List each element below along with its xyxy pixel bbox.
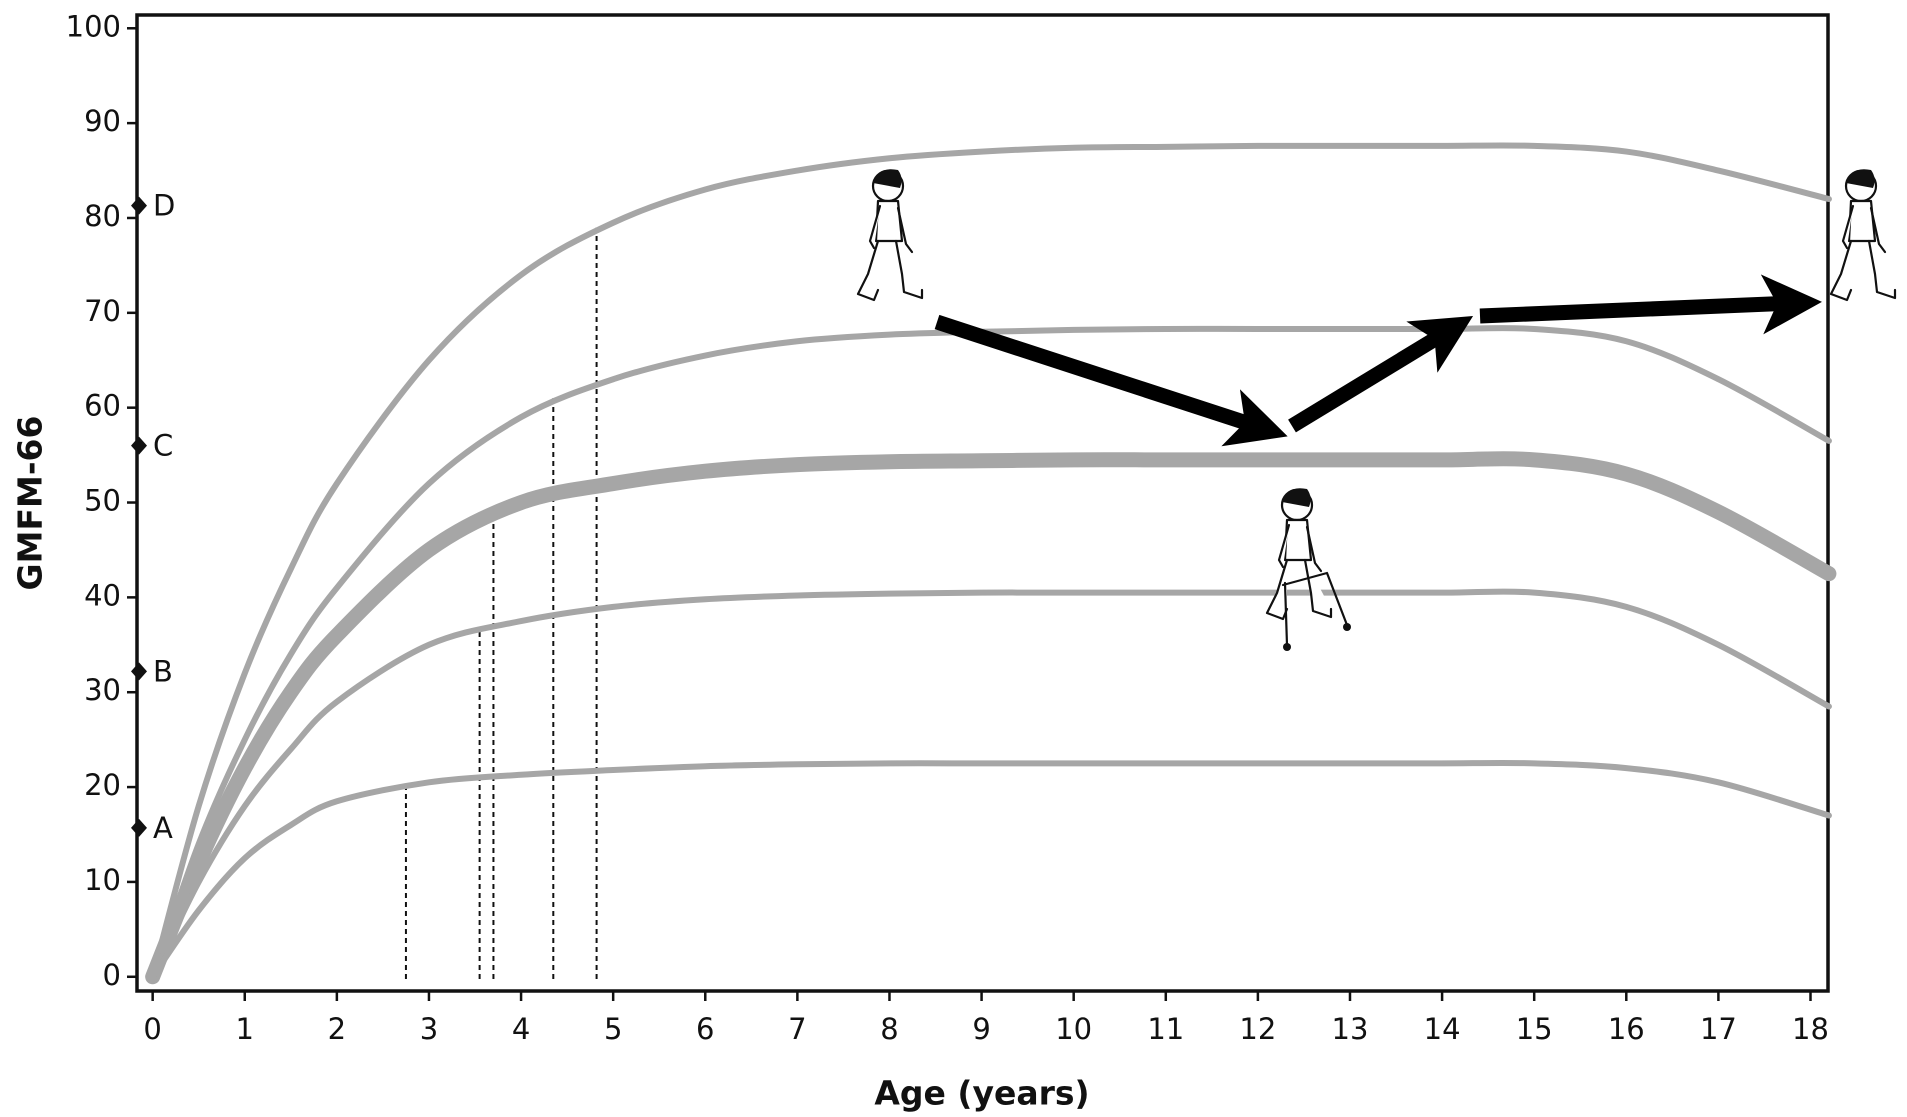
y-tick-label: 70 [84, 294, 121, 328]
y-tick-label: 40 [84, 578, 121, 612]
curve [153, 459, 1829, 977]
level-marker-label: A [153, 811, 173, 845]
curve [153, 763, 1829, 977]
y-tick-label: 10 [84, 863, 121, 897]
x-tick-label: 4 [512, 1012, 530, 1046]
trajectory-arrows [937, 303, 1795, 428]
x-tick-label: 13 [1332, 1012, 1369, 1046]
level-marker [131, 662, 147, 680]
level-marker [131, 819, 147, 837]
walker-aid-figure [1267, 488, 1351, 651]
x-tick-label: 18 [1792, 1012, 1829, 1046]
x-tick-label: 1 [236, 1012, 254, 1046]
y-tick-label: 60 [84, 389, 121, 423]
y-tick-label: 80 [84, 199, 121, 233]
level-marker-label: C [153, 429, 173, 463]
y-tick-label: 0 [103, 958, 121, 992]
walking-figure [858, 169, 922, 300]
x-tick-label: 9 [972, 1012, 990, 1046]
y-tick-label: 20 [84, 768, 121, 802]
y-tick-label: 30 [84, 673, 121, 707]
level-marker-label: B [153, 654, 173, 688]
x-tick-label: 7 [788, 1012, 806, 1046]
y-tick-label: 100 [66, 9, 121, 43]
x-tick-label: 5 [604, 1012, 622, 1046]
x-tick-label: 11 [1147, 1012, 1184, 1046]
level-marker [131, 197, 147, 215]
y-tick-label: 90 [84, 104, 121, 138]
walking-figure [1831, 169, 1895, 300]
x-tick-label: 8 [880, 1012, 898, 1046]
x-tick-label: 17 [1700, 1012, 1737, 1046]
x-tick-label: 3 [420, 1012, 438, 1046]
arrow [1480, 303, 1795, 316]
y-axis-title: GMFM-66 [11, 416, 50, 591]
x-tick-label: 12 [1239, 1012, 1276, 1046]
plot-frame [137, 15, 1828, 991]
x-tick-label: 6 [696, 1012, 714, 1046]
level-marker-label: D [153, 189, 175, 223]
x-tick-label: 16 [1608, 1012, 1645, 1046]
curve [153, 328, 1829, 977]
arrow [1292, 330, 1450, 426]
x-tick-label: 0 [143, 1012, 161, 1046]
x-tick-label: 10 [1055, 1012, 1092, 1046]
level-marker [131, 437, 147, 455]
arrow [937, 322, 1262, 428]
figures [858, 169, 1895, 651]
x-tick-label: 2 [328, 1012, 346, 1046]
y-tick-label: 50 [84, 484, 121, 518]
chart: Age (years) GMFM-66 01020304050607080901… [0, 0, 1907, 1117]
x-axis-title: Age (years) [874, 1074, 1089, 1113]
x-tick-label: 15 [1516, 1012, 1553, 1046]
x-tick-label: 14 [1424, 1012, 1461, 1046]
